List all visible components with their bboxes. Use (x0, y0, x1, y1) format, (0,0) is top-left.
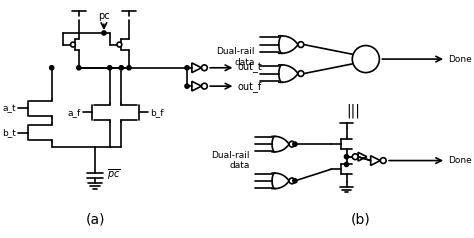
Text: a_f: a_f (67, 108, 81, 117)
Circle shape (127, 66, 131, 70)
Text: |||: ||| (346, 103, 360, 118)
Circle shape (345, 162, 349, 167)
Text: C: C (361, 52, 371, 66)
Text: Dual-rail
data: Dual-rail data (211, 151, 250, 170)
Text: b_t: b_t (2, 128, 16, 137)
Text: Dual-rail
data: Dual-rail data (216, 47, 255, 67)
Circle shape (119, 66, 123, 70)
Circle shape (185, 66, 189, 70)
Circle shape (201, 83, 207, 89)
Circle shape (352, 45, 379, 73)
Circle shape (71, 42, 75, 47)
Circle shape (352, 154, 358, 160)
Circle shape (380, 158, 386, 164)
Circle shape (289, 178, 295, 184)
Circle shape (102, 31, 106, 35)
Circle shape (185, 84, 189, 88)
Circle shape (201, 65, 207, 71)
Text: $\overline{pc}$: $\overline{pc}$ (107, 168, 120, 183)
Circle shape (50, 66, 54, 70)
Text: out_t: out_t (237, 63, 262, 73)
Text: out_f: out_f (237, 81, 262, 92)
Text: (a): (a) (85, 213, 105, 227)
Circle shape (345, 154, 349, 159)
Circle shape (289, 141, 295, 147)
Circle shape (293, 179, 297, 183)
Text: a_t: a_t (2, 104, 16, 113)
Circle shape (117, 42, 122, 47)
Text: (b): (b) (351, 213, 371, 227)
Circle shape (298, 42, 304, 47)
Circle shape (77, 66, 81, 70)
Text: b_f: b_f (150, 108, 164, 117)
Text: pc: pc (98, 10, 109, 20)
Circle shape (108, 66, 112, 70)
Circle shape (293, 142, 297, 146)
Text: Done: Done (448, 156, 472, 165)
Text: Done: Done (448, 55, 472, 64)
Circle shape (298, 71, 304, 76)
